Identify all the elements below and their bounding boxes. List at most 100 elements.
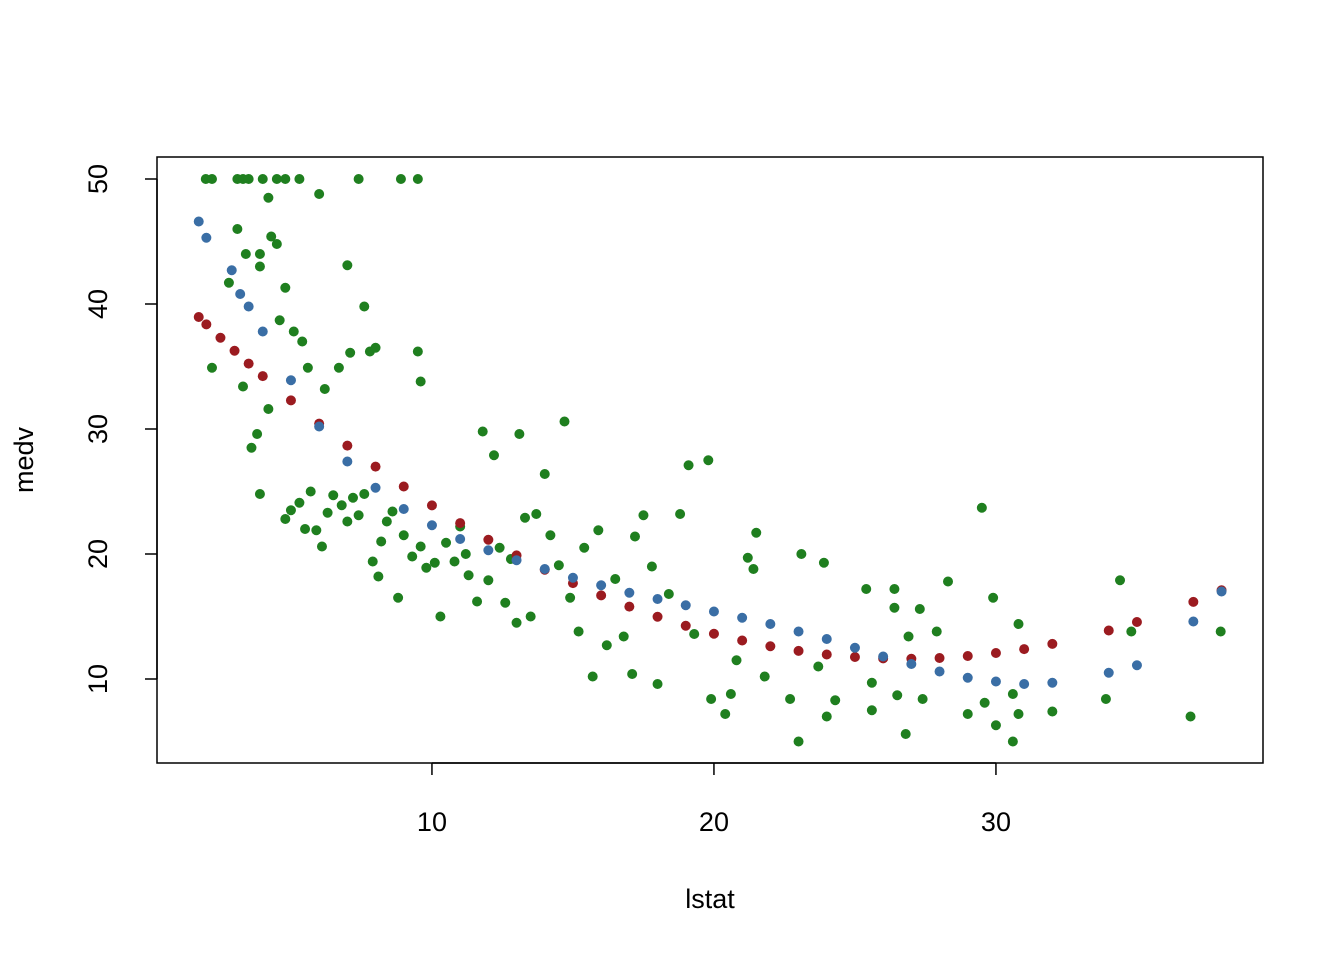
point bbox=[601, 640, 612, 651]
point bbox=[229, 345, 240, 356]
point bbox=[429, 557, 440, 568]
point bbox=[703, 455, 714, 466]
point bbox=[232, 224, 243, 234]
point bbox=[449, 556, 460, 567]
point bbox=[545, 530, 556, 541]
point bbox=[257, 174, 268, 184]
point bbox=[415, 376, 426, 387]
point bbox=[376, 536, 387, 547]
point bbox=[311, 525, 322, 536]
point bbox=[274, 315, 285, 326]
point bbox=[280, 514, 291, 524]
point bbox=[962, 709, 973, 719]
point bbox=[300, 524, 311, 534]
point bbox=[353, 510, 364, 521]
point bbox=[226, 265, 237, 276]
point bbox=[976, 502, 987, 513]
point bbox=[737, 612, 748, 623]
point bbox=[861, 584, 872, 594]
point bbox=[1007, 736, 1018, 747]
point bbox=[342, 440, 353, 451]
point bbox=[889, 602, 900, 613]
point bbox=[878, 651, 889, 662]
point bbox=[596, 580, 607, 591]
point bbox=[765, 619, 776, 629]
point bbox=[387, 506, 398, 517]
point bbox=[381, 516, 392, 527]
point bbox=[638, 510, 649, 521]
point bbox=[370, 461, 381, 472]
point bbox=[680, 600, 691, 611]
point bbox=[235, 289, 246, 299]
point bbox=[302, 362, 313, 373]
point bbox=[398, 481, 409, 492]
point bbox=[246, 442, 257, 453]
point bbox=[206, 174, 217, 184]
point bbox=[342, 516, 353, 527]
point bbox=[240, 249, 251, 259]
point bbox=[223, 277, 234, 288]
point bbox=[759, 671, 770, 682]
point bbox=[565, 592, 576, 603]
point bbox=[1047, 638, 1058, 649]
point bbox=[934, 653, 945, 663]
point bbox=[201, 232, 212, 243]
point bbox=[254, 249, 265, 259]
point bbox=[407, 551, 418, 562]
point bbox=[426, 500, 437, 511]
point bbox=[720, 709, 731, 719]
point bbox=[193, 312, 204, 322]
point bbox=[914, 604, 925, 614]
point bbox=[314, 189, 325, 199]
point bbox=[463, 570, 474, 581]
y-tick-label: 50 bbox=[83, 164, 113, 194]
point bbox=[559, 416, 570, 427]
point bbox=[593, 525, 604, 536]
point bbox=[567, 572, 578, 583]
point bbox=[1103, 667, 1114, 678]
point bbox=[488, 450, 499, 461]
point bbox=[1188, 616, 1199, 627]
point bbox=[370, 482, 381, 493]
point bbox=[328, 490, 339, 501]
y-tick-label: 40 bbox=[83, 289, 113, 319]
point bbox=[254, 489, 265, 499]
point bbox=[866, 705, 877, 716]
point bbox=[243, 174, 254, 184]
point bbox=[367, 556, 378, 567]
y-axis-title: medv bbox=[9, 426, 39, 493]
point bbox=[624, 587, 635, 598]
point bbox=[990, 720, 1001, 731]
point bbox=[793, 626, 804, 637]
point bbox=[1215, 626, 1226, 637]
point bbox=[483, 545, 494, 556]
point bbox=[201, 319, 212, 330]
point bbox=[254, 261, 265, 272]
point bbox=[1103, 625, 1114, 636]
point bbox=[553, 560, 564, 571]
point bbox=[297, 336, 308, 347]
point bbox=[689, 629, 700, 639]
point bbox=[962, 672, 973, 683]
point bbox=[1100, 694, 1111, 704]
point bbox=[990, 676, 1001, 687]
point bbox=[342, 260, 353, 271]
point bbox=[285, 395, 296, 406]
point bbox=[266, 231, 277, 242]
point bbox=[1013, 709, 1024, 719]
point bbox=[322, 507, 333, 518]
point bbox=[305, 486, 316, 497]
point bbox=[460, 549, 471, 559]
point bbox=[345, 347, 356, 358]
point bbox=[435, 611, 446, 622]
point bbox=[796, 549, 807, 559]
point bbox=[398, 504, 409, 514]
point bbox=[1216, 586, 1227, 597]
point bbox=[706, 694, 717, 704]
point bbox=[931, 626, 942, 637]
point bbox=[646, 561, 657, 572]
point bbox=[370, 342, 381, 353]
point bbox=[830, 695, 841, 706]
x-tick-label: 10 bbox=[417, 807, 447, 837]
point bbox=[587, 671, 598, 682]
